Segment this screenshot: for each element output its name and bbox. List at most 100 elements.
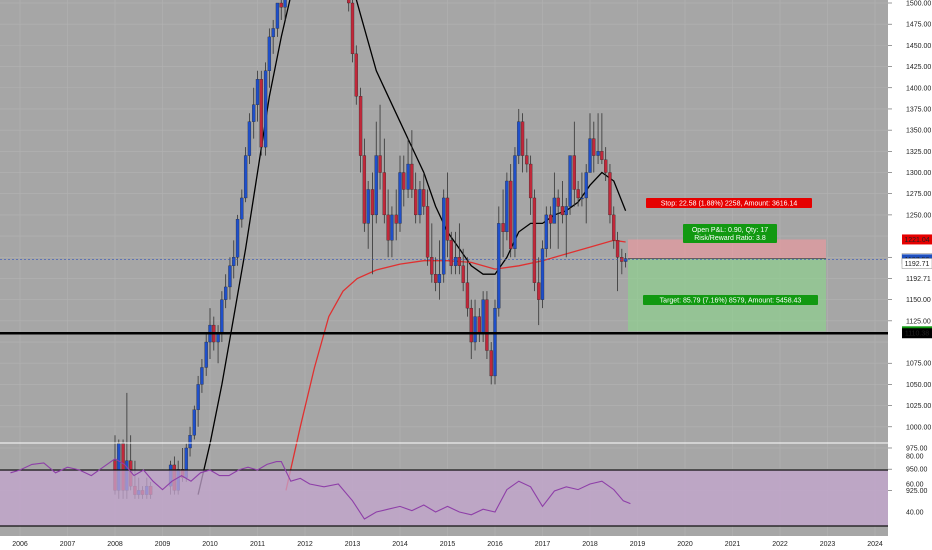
candle-body bbox=[386, 214, 390, 241]
candle bbox=[497, 206, 501, 317]
candle bbox=[259, 70, 263, 156]
candle-body bbox=[247, 121, 252, 156]
candle bbox=[442, 189, 446, 283]
candle-body bbox=[382, 172, 386, 216]
price-tick-label: 975.00 bbox=[906, 445, 928, 452]
candle bbox=[540, 240, 545, 309]
candle bbox=[457, 223, 462, 275]
candle-body bbox=[410, 163, 414, 190]
price-tick-label: 1150.00 bbox=[906, 297, 931, 304]
candle-body bbox=[552, 197, 557, 224]
candle-body bbox=[548, 214, 553, 224]
candle-body bbox=[596, 151, 600, 156]
candle bbox=[513, 147, 517, 258]
candle bbox=[544, 206, 548, 258]
candle-body bbox=[267, 36, 272, 71]
candle-body bbox=[437, 274, 442, 283]
candle bbox=[584, 164, 588, 224]
price-tick-label: 1050.00 bbox=[906, 382, 931, 389]
candle bbox=[255, 70, 260, 122]
candle-body bbox=[390, 214, 394, 241]
candle bbox=[398, 155, 402, 232]
candle-body bbox=[489, 350, 493, 377]
rsi-level-label: 80.00 bbox=[906, 454, 924, 461]
candle-body bbox=[422, 189, 426, 207]
candle-body bbox=[449, 240, 453, 266]
candle-body bbox=[378, 155, 382, 173]
candle-body bbox=[350, 2, 355, 55]
year-label: 2010 bbox=[202, 541, 218, 548]
year-label: 2014 bbox=[392, 541, 408, 548]
rsi-indicator bbox=[0, 458, 888, 527]
price-badge-box bbox=[902, 328, 932, 339]
open-pnl-label-text: Open P&L: 0.90, Qty: 17 bbox=[692, 227, 768, 234]
candle-body bbox=[418, 189, 422, 216]
price-tick-label: 1375.00 bbox=[906, 106, 931, 113]
candle-body bbox=[600, 151, 604, 160]
candle bbox=[520, 113, 525, 173]
candle bbox=[283, 0, 287, 20]
price-tick-label: 1275.00 bbox=[906, 191, 931, 198]
price-tick-label: 1450.00 bbox=[906, 43, 931, 50]
year-label: 2012 bbox=[297, 541, 313, 548]
candle bbox=[394, 189, 398, 241]
candle-body bbox=[362, 155, 367, 224]
candle bbox=[240, 189, 244, 228]
candle-body bbox=[564, 206, 568, 216]
candle bbox=[402, 155, 406, 207]
candle bbox=[517, 108, 521, 165]
candle-body bbox=[576, 189, 580, 199]
candle bbox=[445, 172, 450, 258]
candle bbox=[204, 333, 208, 376]
candle-body bbox=[232, 257, 236, 266]
price-axis-bg bbox=[888, 0, 932, 550]
candle bbox=[453, 231, 458, 275]
price-badge-label: 1192.71 bbox=[905, 261, 930, 268]
candle-body bbox=[406, 163, 410, 190]
candle bbox=[465, 257, 470, 317]
candle bbox=[552, 172, 557, 224]
year-label: 2021 bbox=[725, 541, 741, 548]
candle bbox=[422, 172, 426, 215]
candle-body bbox=[204, 341, 208, 368]
price-tick-label: 1250.00 bbox=[906, 212, 931, 219]
price-badge-label: 1221.04 bbox=[904, 237, 929, 244]
candle bbox=[556, 189, 560, 249]
candle bbox=[461, 248, 465, 292]
time-axis: 2006 2007 2008 2009 2010 2011 2012 2013 2014 2015… bbox=[0, 536, 888, 550]
candle-body bbox=[615, 240, 620, 258]
stop-zone bbox=[628, 239, 826, 259]
candle bbox=[200, 358, 204, 393]
candle bbox=[588, 113, 592, 173]
candle bbox=[433, 257, 438, 292]
candle bbox=[196, 375, 200, 427]
candle-body bbox=[556, 197, 560, 207]
candle bbox=[275, 2, 280, 37]
candle-body bbox=[608, 172, 612, 216]
candle-body bbox=[517, 121, 521, 156]
candle-body bbox=[501, 223, 505, 233]
candle bbox=[386, 189, 390, 258]
rsi-line bbox=[10, 458, 631, 520]
stop-label: Stop: 22.58 (1.88%) 2258, Amount: 3616.1… bbox=[646, 198, 812, 208]
year-label: 2018 bbox=[582, 541, 598, 548]
candle-body bbox=[354, 53, 358, 97]
candle-body bbox=[228, 265, 232, 288]
price-axis: 1500.00 1475.00 1450.00 1425.00 1400.00 1375.… bbox=[888, 0, 932, 550]
year-label: 2015 bbox=[440, 541, 456, 548]
year-label: 2017 bbox=[535, 541, 551, 548]
candle-body bbox=[505, 180, 509, 233]
candle bbox=[564, 197, 568, 258]
stop-label-text: Stop: 22.58 (1.88%) 2258, Amount: 3616.1… bbox=[661, 201, 798, 208]
candle-body bbox=[461, 265, 465, 283]
candle bbox=[370, 172, 375, 275]
candle bbox=[604, 147, 608, 181]
candle-body bbox=[358, 96, 363, 156]
candle bbox=[350, 0, 355, 63]
candle-body bbox=[612, 214, 616, 241]
price-tick-label: 1325.00 bbox=[906, 149, 931, 156]
candle bbox=[505, 172, 509, 241]
candle bbox=[608, 164, 612, 224]
